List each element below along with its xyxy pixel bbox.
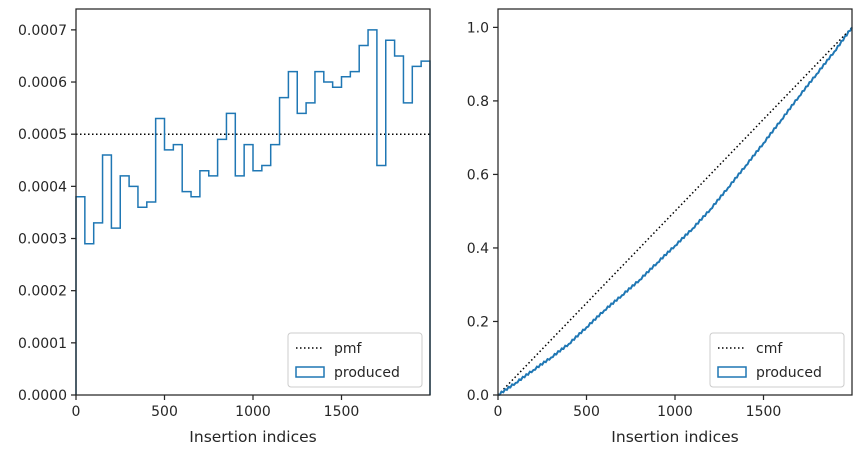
x-tick-label: 1000 [657, 404, 693, 420]
series-cmf-line [497, 26, 853, 396]
right-chart-cmf: 0 500 1000 1500 0.0 0.2 0.4 0.6 0.8 1.0 Insertion … [467, 8, 853, 446]
y-tick-label: 0.0002 [18, 284, 67, 300]
x-tick-label: 500 [573, 404, 600, 420]
series-produced-line [497, 26, 853, 396]
x-axis-label: Insertion indices [611, 428, 738, 446]
y-tick-label: 0.0000 [18, 388, 67, 404]
left-chart-pmf: 0 500 1000 1500 0.0000 0.0001 0.0002 0.0003 0.00… [18, 8, 431, 446]
x-tick-label: 0 [72, 404, 81, 420]
y-tick-label: 0.0007 [18, 23, 67, 39]
y-tick-label: 0.0006 [18, 75, 67, 91]
y-tick-label: 1.0 [467, 20, 489, 36]
legend-swatch-patch [717, 366, 747, 378]
y-tick-label: 0.2 [467, 314, 489, 330]
legend-label: produced [756, 365, 822, 381]
x-axis-label: Insertion indices [189, 428, 316, 446]
y-tick-label: 0.0 [467, 388, 489, 404]
x-tick-label: 0 [494, 404, 503, 420]
legend-label: cmf [756, 341, 783, 357]
legend-box [709, 332, 845, 388]
x-tick-label: 1500 [324, 404, 360, 420]
x-tick-label: 1500 [746, 404, 782, 420]
legend: pmf produced [287, 332, 423, 388]
y-tick-label: 0.0004 [18, 179, 67, 195]
legend-swatch-patch [295, 366, 325, 378]
legend-label: produced [334, 365, 400, 381]
legend: cmf produced [709, 332, 845, 388]
legend-box [287, 332, 423, 388]
y-tick-label: 0.8 [467, 94, 489, 110]
legend-label: pmf [334, 341, 363, 357]
x-tick-label: 1000 [235, 404, 271, 420]
y-tick-label: 0.4 [467, 241, 489, 257]
y-tick-label: 0.0005 [18, 127, 67, 143]
y-tick-label: 0.0003 [18, 232, 67, 248]
histogram-step-produced [75, 29, 431, 395]
y-tick-label: 0.6 [467, 167, 489, 183]
y-tick-label: 0.0001 [18, 336, 67, 352]
x-tick-label: 500 [151, 404, 178, 420]
